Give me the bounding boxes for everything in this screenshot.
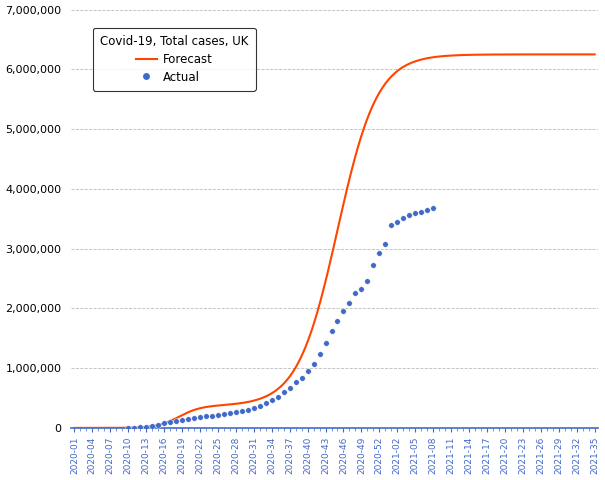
Actual (213, 411, 223, 419)
Actual (368, 262, 378, 269)
Actual (189, 414, 199, 421)
Actual (350, 289, 360, 297)
Actual (422, 206, 432, 214)
Actual (321, 339, 330, 347)
Actual (291, 378, 301, 386)
Actual (339, 307, 348, 315)
Actual (374, 249, 384, 257)
Actual (231, 408, 241, 416)
Actual (404, 212, 414, 219)
Actual (399, 214, 408, 221)
Actual (267, 396, 276, 404)
Actual (153, 421, 163, 429)
Actual (410, 209, 420, 217)
Actual (309, 360, 318, 368)
Actual (255, 402, 264, 409)
Actual (165, 418, 175, 426)
Actual (381, 240, 390, 248)
Actual (428, 204, 438, 212)
Actual (159, 420, 169, 427)
Actual (123, 424, 133, 432)
Actual (362, 277, 372, 285)
Actual (261, 399, 270, 407)
Actual (147, 422, 157, 430)
Actual (333, 317, 342, 325)
Actual (183, 415, 193, 422)
Actual (393, 218, 402, 226)
Actual (302, 367, 312, 374)
Actual (136, 423, 145, 431)
Actual (285, 384, 295, 392)
Actual (225, 409, 235, 417)
Actual (237, 407, 247, 415)
Actual (315, 350, 324, 358)
Actual (177, 416, 187, 423)
Actual (195, 413, 205, 420)
Actual (327, 327, 336, 335)
Actual (171, 417, 181, 424)
Legend: Forecast, Actual: Forecast, Actual (93, 28, 256, 91)
Actual (243, 406, 253, 414)
Actual (201, 412, 211, 420)
Actual (129, 424, 139, 432)
Actual (249, 404, 258, 412)
Actual (142, 423, 151, 431)
Actual (273, 393, 283, 400)
Actual (416, 208, 426, 216)
Actual (345, 299, 355, 307)
Actual (387, 221, 396, 228)
Actual (219, 410, 229, 418)
Actual (356, 285, 366, 293)
Actual (297, 374, 307, 382)
Actual (279, 388, 289, 396)
Actual (207, 412, 217, 420)
